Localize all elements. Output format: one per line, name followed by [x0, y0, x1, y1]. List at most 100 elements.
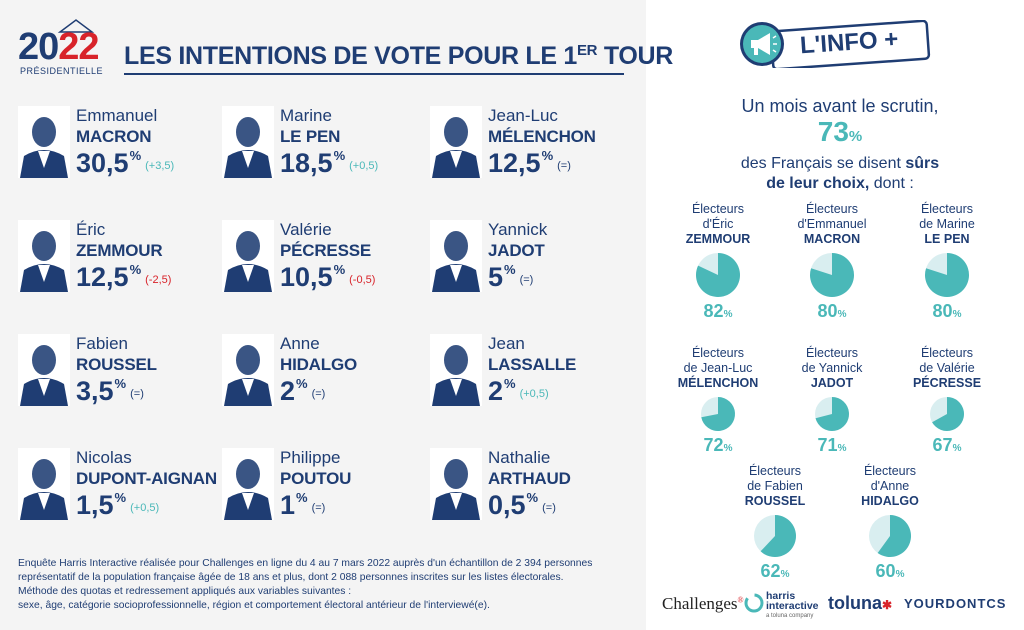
candidate-first-name: Valérie: [280, 220, 332, 239]
pie-label-name: MACRON: [803, 232, 861, 246]
score-value: 3,5: [76, 376, 114, 406]
candidate-card: Emmanuel MACRON 30,5%(+3,5): [18, 98, 218, 190]
pie-chart: [695, 253, 740, 297]
candidate-portrait: [222, 448, 274, 520]
pie-slice: [760, 515, 796, 557]
pie-label-line: de Yannick: [801, 361, 863, 375]
candidate-first-name: Jean-Luc: [488, 106, 558, 125]
score-change: (-2,5): [145, 274, 172, 286]
pie-label-line: de Marine: [919, 217, 975, 231]
candidate-score: 12,5%(=): [488, 148, 571, 179]
candidate-last-name: ROUSSEL: [76, 355, 157, 374]
pie-value: 62%: [760, 561, 790, 581]
harris-logo: harris interactive a toluna company: [766, 590, 819, 619]
score-change: (=): [311, 502, 326, 514]
pie-item: Électeurs d'Éric ZEMMOUR 82%: [659, 202, 777, 322]
candidate-card: Éric ZEMMOUR 12,5%(-2,5): [18, 212, 218, 304]
candidate-score: 0,5%(=): [488, 490, 556, 521]
pie-item: Électeurs de Yannick JADOT 71%: [773, 346, 891, 456]
score-value: 2: [488, 376, 504, 406]
candidate-score: 18,5%(+0,5): [280, 148, 378, 179]
pie-label-line: Électeurs: [920, 346, 974, 360]
score-value: 18,5: [280, 148, 333, 178]
candidate-last-name: LASSALLE: [488, 355, 577, 374]
score-unit: %: [526, 490, 539, 505]
page-title: LES INTENTIONS DE VOTE POUR LE 1ER TOUR: [124, 42, 674, 70]
candidate-card: Yannick JADOT 5%(=): [430, 212, 630, 304]
candidate-portrait: [18, 334, 70, 406]
candidate-portrait: [222, 220, 274, 292]
candidate-first-name: Philippe: [280, 448, 341, 467]
pie-label-line: de Fabien: [747, 479, 803, 493]
footnote-line: représentatif de la population française…: [18, 572, 564, 583]
candidate-first-name: Anne: [280, 334, 320, 353]
pie-slice: [877, 515, 912, 557]
candidate-last-name: JADOT: [488, 241, 545, 260]
pie-item: Électeurs de Fabien ROUSSEL 62%: [716, 464, 834, 582]
candidate-card: Nathalie ARTHAUD 0,5%(=): [430, 440, 630, 532]
megaphone-icon: [751, 33, 777, 55]
ballot-icon: [57, 19, 95, 33]
challenges-logo: Challenges®: [662, 594, 744, 613]
pie-chart: [925, 253, 970, 297]
score-value: 5: [488, 262, 504, 292]
candidate-card: Anne HIDALGO 2%(=): [222, 326, 422, 418]
footnote-line: Méthode des quotas et redressement appli…: [18, 586, 352, 597]
score-change: (+3,5): [145, 160, 175, 172]
pie-label-line: Électeurs: [691, 346, 745, 360]
pie-label: Électeurs de Jean-Luc MÉLENCHON: [659, 346, 777, 391]
score-unit: %: [114, 376, 127, 391]
pie-slice: [925, 253, 970, 297]
candidate-card: Jean LASSALLE 2%(+0,5): [430, 326, 630, 418]
pie-chart: [701, 397, 735, 431]
candidate-first-name: Éric: [76, 220, 106, 239]
candidate-card: Jean-Luc MÉLENCHON 12,5%(=): [430, 98, 630, 190]
score-unit: %: [504, 262, 516, 277]
pie-value: 60%: [875, 561, 905, 581]
pie-slice: [695, 253, 740, 297]
candidate-first-name: Jean: [488, 334, 525, 353]
candidate-score: 2%(+0,5): [488, 376, 549, 407]
pie-value: 71%: [817, 435, 847, 455]
pie-label-line: Électeurs: [748, 464, 802, 478]
pie-slice: [701, 397, 735, 431]
candidate-portrait: [18, 448, 70, 520]
harris-logo-mark: [744, 593, 764, 613]
pie-label: Électeurs de Fabien ROUSSEL: [716, 464, 834, 509]
pie-label: Électeurs d'Anne HIDALGO: [831, 464, 949, 509]
score-change: (-0,5): [349, 274, 376, 286]
candidate-first-name: Yannick: [488, 220, 548, 239]
pie-label-line: de Jean-Luc: [683, 361, 753, 375]
pie-item: Électeurs d'Emmanuel MACRON 80%: [773, 202, 891, 322]
candidate-last-name: HIDALGO: [280, 355, 357, 374]
score-change: (=): [311, 388, 326, 400]
pie-chart: [815, 397, 849, 431]
pie-item: Électeurs d'Anne HIDALGO 60%: [831, 464, 949, 582]
candidate-portrait: [430, 220, 482, 292]
pie-label: Électeurs d'Emmanuel MACRON: [773, 202, 891, 247]
score-value: 1,5: [76, 490, 114, 520]
pie-chart: [869, 515, 912, 557]
score-change: (+0,5): [519, 388, 549, 400]
pie-label-line: de Valérie: [919, 361, 975, 375]
candidate-last-name: MACRON: [76, 127, 152, 146]
pie-slice: [815, 397, 849, 431]
score-unit: %: [129, 148, 142, 163]
score-change: (+0,5): [349, 160, 379, 172]
score-change: (=): [519, 274, 534, 286]
score-change: (=): [130, 388, 144, 400]
candidate-portrait: [430, 334, 482, 406]
candidate-card: Philippe POUTOU 1%(=): [222, 440, 422, 532]
pie-item: Électeurs de Marine LE PEN 80%: [888, 202, 1006, 322]
footnote-line: Enquête Harris Interactive réalisée pour…: [18, 558, 593, 569]
score-change: (=): [557, 160, 571, 172]
pie-label-name: MÉLENCHON: [677, 376, 759, 390]
pie-label-line: Électeurs: [863, 464, 917, 478]
candidate-portrait: [222, 334, 274, 406]
score-value: 2: [280, 376, 296, 406]
pie-label-line: Électeurs: [920, 202, 974, 216]
pie-value: 67%: [932, 435, 962, 455]
score-unit: %: [333, 148, 346, 163]
candidate-last-name: ARTHAUD: [488, 469, 571, 488]
pie-label-line: Électeurs: [805, 346, 859, 360]
